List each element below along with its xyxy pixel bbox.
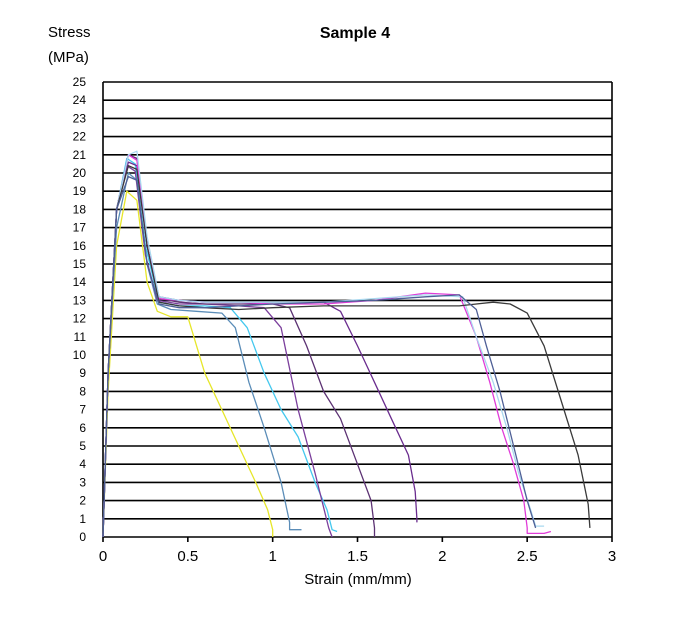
x-tick-label: 1.5 — [347, 548, 368, 565]
x-tick-label: 1 — [268, 548, 276, 565]
y-tick-label: 15 — [73, 257, 87, 271]
y-tick-label: 13 — [73, 293, 87, 307]
y-tick-label: 24 — [73, 93, 87, 107]
series-line-10 — [102, 175, 537, 538]
y-tick-label: 6 — [79, 421, 86, 435]
x-tick-label: 0.5 — [177, 548, 198, 565]
series-line-1 — [102, 190, 274, 538]
y-tick-label: 9 — [79, 366, 86, 380]
y-tick-label: 20 — [73, 166, 87, 180]
grid-lines — [102, 81, 613, 542]
y-axis-label-line2: (MPa) — [48, 49, 89, 66]
data-series — [102, 150, 591, 538]
y-tick-label: 14 — [73, 275, 87, 289]
y-tick-label: 0 — [79, 530, 86, 544]
y-tick-labels: 0123456789101112131415161718192021222324… — [73, 75, 87, 544]
series-line-8 — [102, 150, 545, 538]
y-tick-label: 18 — [73, 202, 87, 216]
y-tick-label: 3 — [79, 475, 86, 489]
y-tick-label: 2 — [79, 494, 86, 508]
series-line-2 — [102, 172, 302, 538]
y-tick-label: 23 — [73, 111, 87, 125]
x-tick-label: 2 — [438, 548, 446, 565]
y-tick-label: 10 — [73, 348, 87, 362]
y-tick-label: 22 — [73, 130, 87, 144]
series-line-4 — [102, 165, 333, 538]
x-tick-labels: 0 0.5 1 1.5 2 2.5 3 — [99, 548, 616, 565]
y-tick-label: 16 — [73, 239, 87, 253]
y-tick-label: 21 — [73, 148, 87, 162]
y-tick-label: 17 — [73, 221, 87, 235]
x-tick-label: 0 — [99, 548, 107, 565]
chart-title: Sample 4 — [320, 25, 390, 42]
x-tick-label: 2.5 — [517, 548, 538, 565]
x-axis-label: Strain (mm/mm) — [304, 571, 412, 588]
y-tick-label: 7 — [79, 403, 86, 417]
y-axis-label-line1: Stress — [48, 24, 91, 41]
y-tick-label: 11 — [74, 330, 87, 344]
y-tick-label: 8 — [79, 384, 86, 398]
x-tick-label: 3 — [608, 548, 616, 565]
series-line-9 — [102, 165, 591, 538]
y-tick-label: 4 — [79, 457, 86, 471]
y-tick-label: 5 — [79, 439, 86, 453]
series-line-6 — [102, 161, 418, 538]
y-tick-label: 25 — [73, 75, 87, 89]
y-tick-label: 1 — [79, 512, 86, 526]
y-tick-label: 12 — [73, 312, 87, 326]
y-tick-label: 19 — [73, 184, 87, 198]
series-line-7 — [102, 154, 552, 538]
